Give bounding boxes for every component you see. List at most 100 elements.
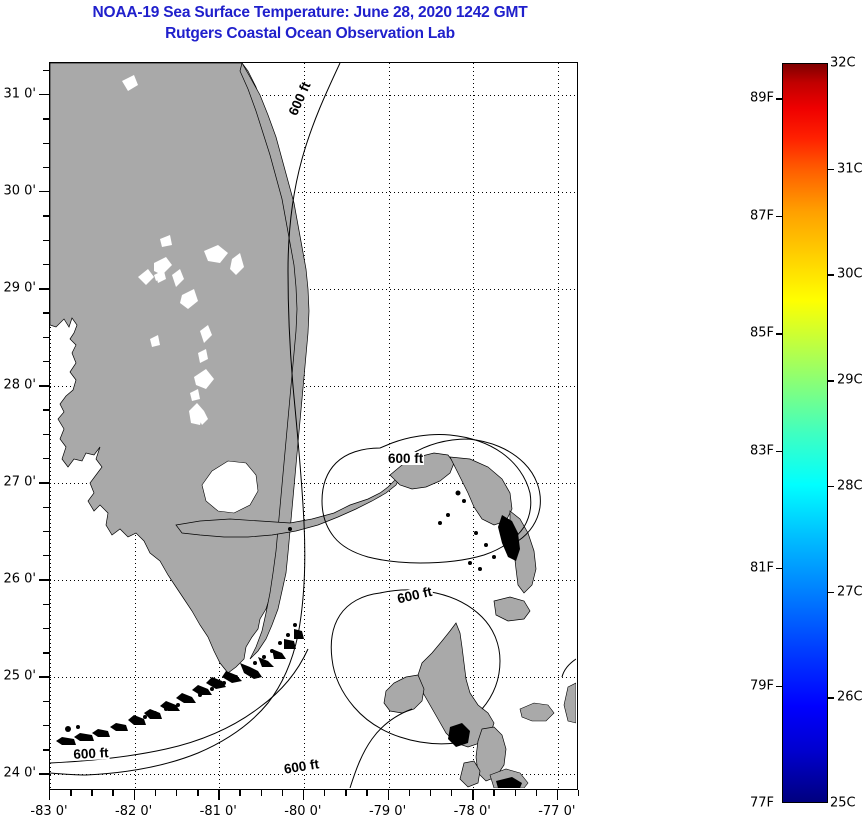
y-axis-minor-tick	[43, 652, 49, 654]
x-axis-minor-tick	[175, 790, 178, 796]
y-axis-minor-tick	[43, 700, 49, 703]
colorbar-celsius-label: 27C	[837, 584, 863, 600]
gridline-horizontal	[50, 192, 577, 194]
land-florida	[50, 63, 306, 674]
colorbar-fahrenheit-tick	[776, 98, 782, 100]
andros-dark-edge	[448, 723, 470, 747]
y-axis-minor-tick	[43, 530, 49, 533]
gridline-vertical	[303, 63, 305, 789]
y-axis-minor-tick	[43, 142, 49, 144]
colorbar-celsius-label: 29C	[837, 372, 863, 388]
x-axis-minor-tick	[429, 790, 432, 796]
colorbar-fahrenheit-tick	[776, 215, 782, 218]
colorbar-fahrenheit-label: 85F	[749, 325, 774, 341]
contour-label-600ft-bahama: 600 ft	[387, 451, 425, 466]
colorbar[interactable]	[782, 63, 828, 803]
colorbar-fahrenheit-tick	[776, 568, 782, 570]
x-axis-tick-label: -82 0'	[115, 804, 153, 819]
x-axis-minor-tick	[197, 790, 199, 796]
y-axis-minor-tick	[43, 263, 49, 266]
map-clip	[50, 63, 577, 789]
x-axis-minor-tick	[239, 790, 241, 796]
x-axis-major-tick	[302, 790, 305, 800]
y-axis-minor-tick	[43, 215, 49, 217]
page-subtitle: Rutgers Coastal Ocean Observation Lab	[165, 25, 455, 42]
x-axis-major-tick	[133, 790, 136, 800]
y-axis-minor-tick	[43, 69, 49, 72]
y-axis-minor-tick	[43, 312, 49, 314]
florida-keys	[56, 629, 304, 745]
gridline-horizontal	[50, 95, 577, 97]
y-axis-minor-tick	[43, 433, 49, 436]
lake-group-central-c	[154, 257, 172, 275]
bathymetric-contour-600ft	[50, 63, 576, 788]
x-axis-tick-label: -83 0'	[30, 804, 68, 819]
colorbar-fahrenheit-tick	[776, 333, 782, 335]
land-new-providence	[493, 596, 531, 622]
lake-group-central-b	[180, 289, 198, 309]
keys-scatter	[143, 623, 297, 719]
colorbar-celsius-tick	[828, 697, 834, 699]
y-axis-minor-tick	[43, 409, 49, 411]
x-axis-minor-tick	[535, 790, 538, 796]
y-axis-minor-tick	[43, 360, 49, 363]
y-axis-tick-label: 28 0'	[3, 377, 36, 393]
land-great-bahama-bank-small	[519, 702, 555, 722]
chart-title-block: NOAA-19 Sea Surface Temperature: June 28…	[0, 2, 620, 44]
x-axis-minor-tick	[514, 790, 516, 796]
y-axis-tick-label: 30 0'	[3, 183, 36, 199]
lake-group-central-e	[230, 253, 244, 275]
colorbar-fahrenheit-label: 77F	[749, 795, 774, 811]
gridline-horizontal	[50, 774, 577, 776]
lake-top-small	[160, 235, 172, 247]
colorbar-celsius-label: 31C	[837, 161, 863, 177]
lake-group-central-d	[204, 245, 228, 263]
colorbar-celsius-tick	[828, 485, 834, 488]
x-axis-minor-tick	[112, 790, 114, 796]
y-axis-major-tick	[39, 773, 49, 775]
colorbar-fahrenheit-label: 87F	[749, 208, 774, 224]
y-axis-tick-label: 25 0'	[3, 668, 36, 684]
gridline-horizontal	[50, 483, 577, 485]
y-axis-minor-tick	[43, 458, 49, 460]
land-south-cay	[459, 760, 481, 788]
lake-group-central-f	[200, 325, 212, 343]
y-axis-major-tick	[39, 385, 49, 387]
x-axis-minor-tick	[578, 790, 580, 796]
lake-group-central-h	[194, 369, 214, 389]
x-axis-tick-label: -81 0'	[199, 804, 237, 819]
lake-group-central-i	[190, 389, 200, 401]
map-plot-area[interactable]	[49, 62, 578, 790]
y-axis-minor-tick	[43, 239, 49, 242]
x-axis-minor-tick	[324, 790, 326, 796]
colorbar-fahrenheit-label: 79F	[749, 678, 774, 694]
x-axis-minor-tick	[91, 790, 93, 796]
y-axis-tick-label: 31 0'	[3, 86, 36, 102]
gridline-vertical	[50, 63, 51, 789]
colorbar-celsius-label: 30C	[837, 266, 863, 282]
y-axis-tick-label: 24 0'	[3, 765, 36, 781]
x-axis-tick-label: -79 0'	[368, 804, 407, 819]
lake-group-central-a	[172, 269, 184, 287]
y-axis-minor-tick	[43, 603, 49, 606]
gridline-vertical	[473, 63, 475, 789]
page-title: NOAA-19 Sea Surface Temperature: June 28…	[92, 4, 528, 21]
land-andros	[417, 622, 495, 748]
y-axis-minor-tick	[43, 724, 49, 727]
y-axis-minor-tick	[43, 749, 49, 751]
land-far-right-strip	[563, 682, 576, 724]
x-axis-major-tick	[218, 790, 220, 800]
gridline-horizontal	[50, 386, 577, 388]
lake-okefenokee	[138, 269, 154, 285]
land-bottom-right-dark	[496, 777, 522, 788]
y-axis-major-tick	[39, 94, 49, 96]
x-axis-major-tick	[556, 790, 559, 800]
lake-panhandle-sm	[122, 75, 138, 91]
y-axis-major-tick	[39, 676, 49, 678]
y-axis-major-tick	[39, 482, 49, 484]
land-andros-west	[383, 674, 425, 714]
colorbar-celsius-label: 25C	[830, 795, 856, 811]
gridline-horizontal	[50, 289, 577, 291]
colorbar-celsius-label: 32C	[830, 55, 856, 71]
gridline-horizontal	[50, 580, 577, 582]
